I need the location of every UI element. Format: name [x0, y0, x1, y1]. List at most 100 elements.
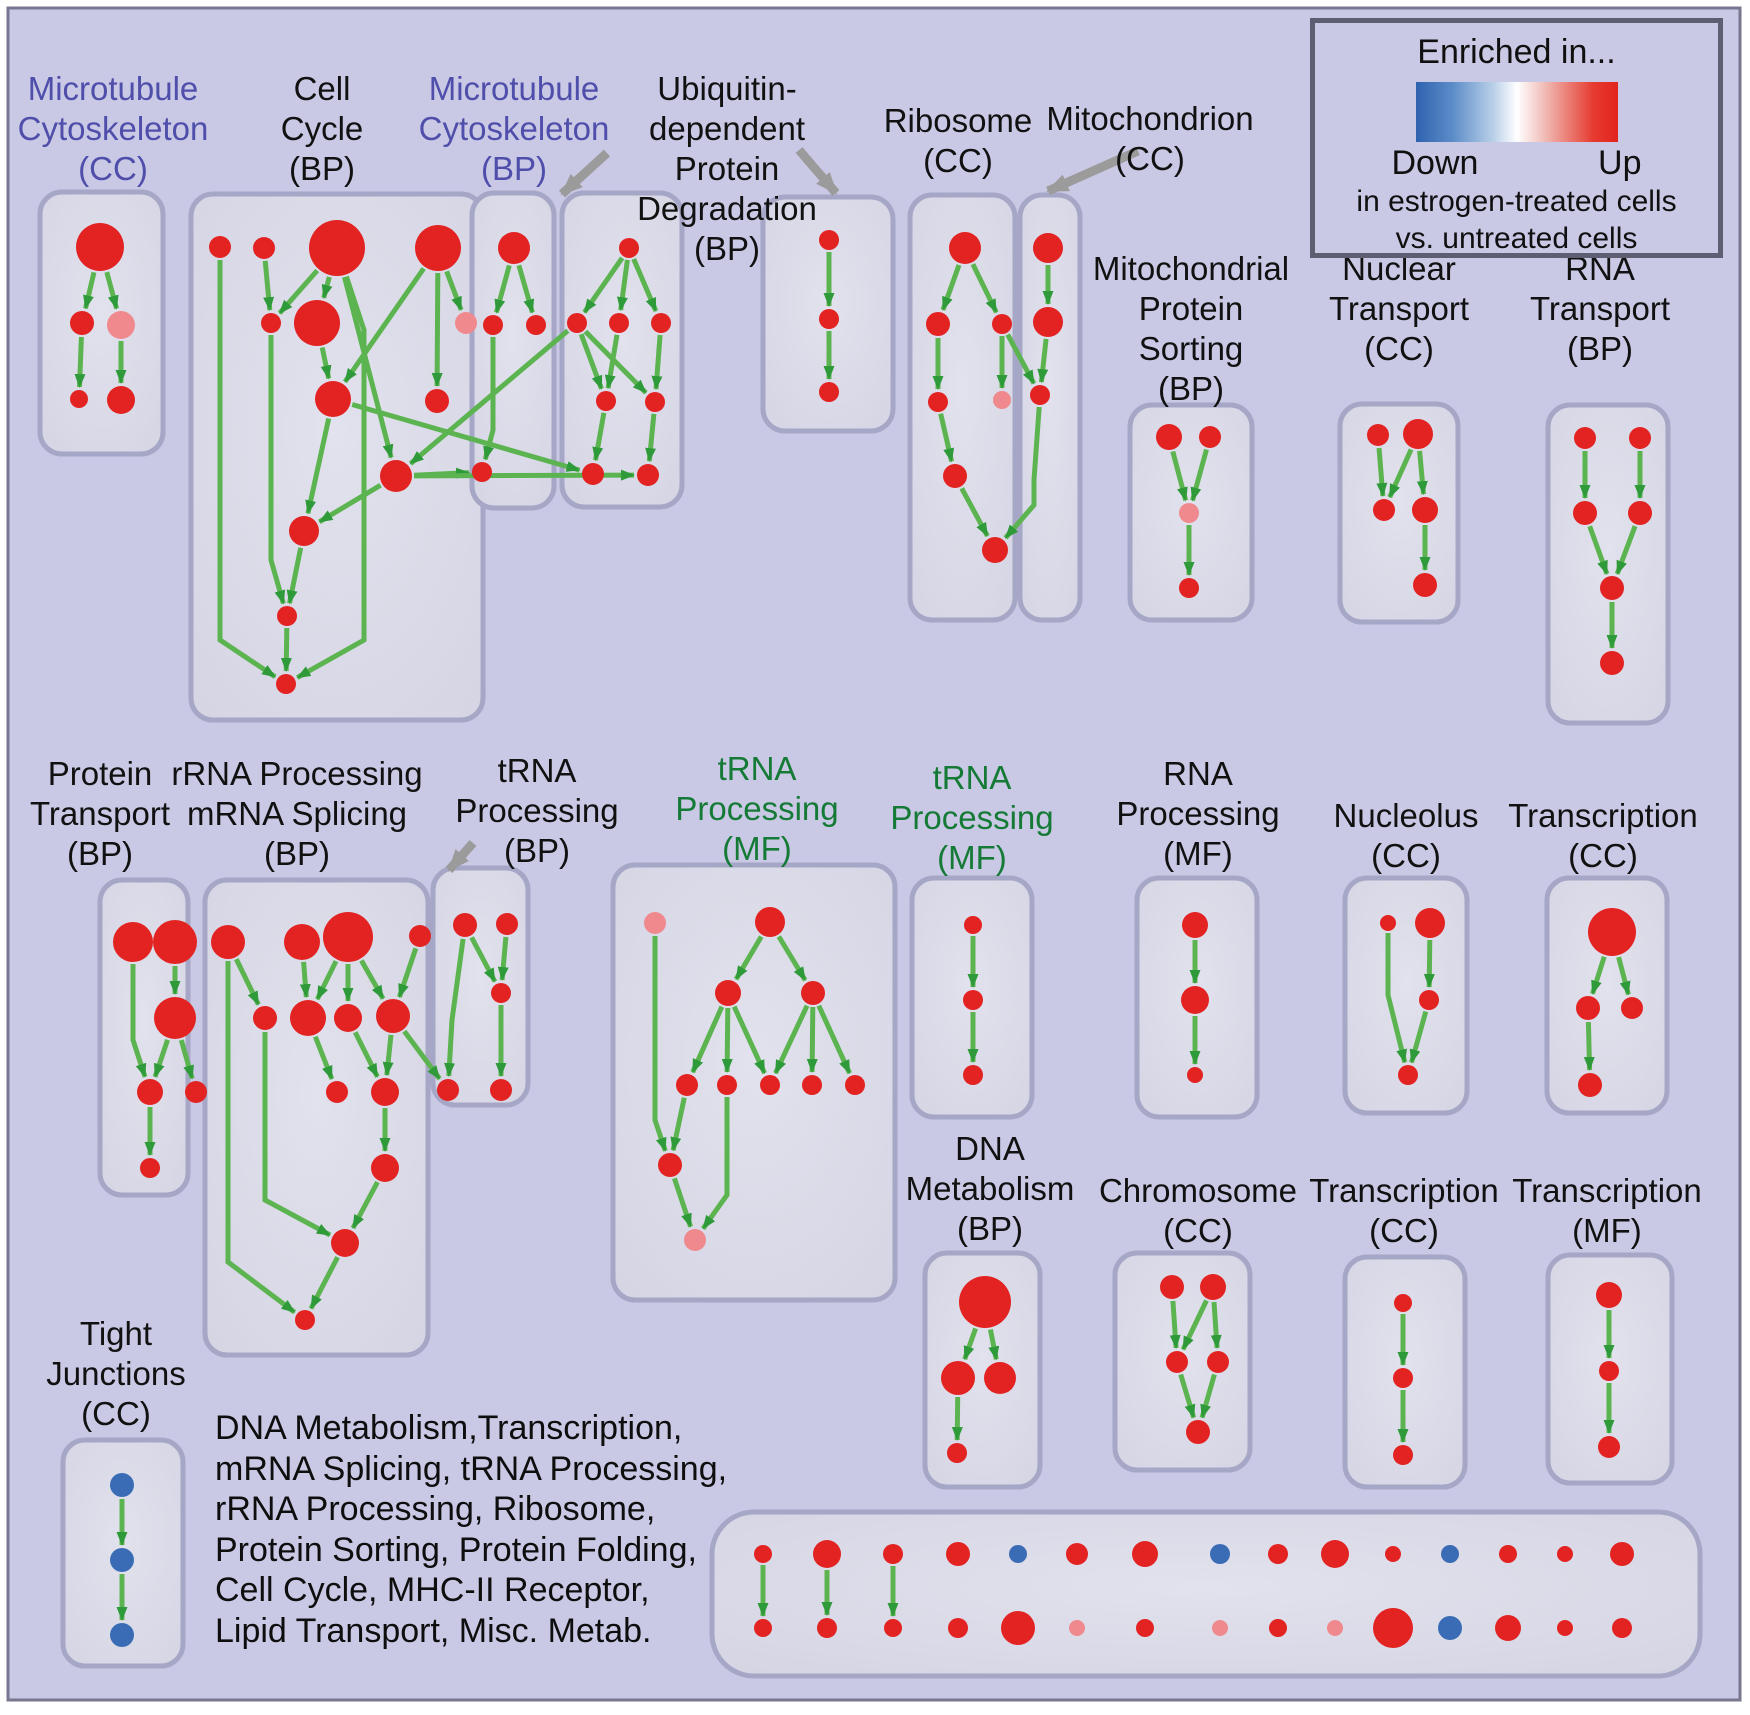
node-rna-transport-1 [1629, 427, 1651, 449]
cross-edge-1 [351, 402, 581, 473]
edge-ubiquitin-0 [582, 256, 625, 314]
edge-mt-bp-2 [482, 337, 496, 461]
node-chromosome-0 [1160, 1275, 1184, 1299]
node-misc-bottom-1 [817, 1618, 837, 1638]
cross-edge-4 [1005, 333, 1037, 385]
edge-chromosome-2 [1210, 1301, 1222, 1349]
edge-cell-cycle-10 [305, 417, 332, 515]
node-ribosome-5 [943, 464, 967, 488]
node-mt-cc-1 [70, 311, 94, 335]
node-nucleolus-2 [1419, 990, 1439, 1010]
node-ub-degradation-2-0 [819, 230, 839, 250]
node-trna-mf-large-7 [802, 1075, 822, 1095]
node-ribosome-2 [992, 314, 1012, 334]
annotation-block: DNA Metabolism,Transcription, mRNA Splic… [215, 1408, 727, 1651]
node-misc-bottom-14 [1612, 1618, 1632, 1638]
cluster-label-mt-bp: Microtubule Cytoskeleton (BP) [419, 70, 610, 187]
node-misc-top-6 [1132, 1541, 1158, 1567]
edge-trna-mf-large-8 [652, 936, 668, 1152]
node-ub-degradation-2-2 [819, 382, 839, 402]
layer-nodes [70, 220, 1652, 1648]
node-transcription-cc-2-2 [1393, 1445, 1413, 1465]
edge-cell-cycle-11 [318, 483, 382, 524]
node-ubiquitin-3 [651, 313, 671, 333]
edge-trna-mf-large-2 [690, 1005, 725, 1074]
node-rna-proc-mf-1 [1181, 986, 1209, 1014]
node-mito-sorting-2 [1179, 503, 1199, 523]
node-misc-bottom-13 [1557, 1620, 1573, 1636]
node-trna-bp-3 [437, 1079, 459, 1101]
annotation-line-1: DNA Metabolism,Transcription, [215, 1409, 683, 1447]
edge-mt-cc-2 [74, 336, 86, 388]
edge-rrna-mrna-6 [312, 1035, 335, 1080]
node-cell-cycle-6 [455, 312, 477, 334]
node-mt-cc-0 [76, 223, 124, 271]
edge-ubiquitin-1 [616, 259, 630, 312]
cluster-label-protein-transport: Protein Transport (BP) [30, 755, 170, 872]
node-misc-bottom-11 [1438, 1616, 1462, 1640]
node-ubiquitin-4 [596, 391, 616, 411]
node-misc-bottom-10 [1373, 1608, 1413, 1648]
node-misc-top-8 [1268, 1544, 1288, 1564]
annotation-line-6: Lipid Transport, Misc. Metab. [215, 1611, 652, 1650]
edge-ubiquitin-8 [583, 329, 648, 395]
legend-up-label: Up [1598, 144, 1642, 182]
cluster-box-transcription-cc-1 [1544, 875, 1670, 1116]
edge-cell-cycle-8 [342, 267, 426, 384]
edge-trna-mf-large-11 [701, 1097, 730, 1231]
cluster-label-tight-junctions: Tight Junctions (CC) [46, 1315, 185, 1432]
edge-cell-cycle-7 [431, 272, 443, 387]
edge-ubiquitin-3 [578, 333, 604, 390]
node-misc-bottom-0 [754, 1619, 772, 1637]
node-transcription-cc-1-0 [1588, 908, 1636, 956]
edge-trna-mf-large-5 [773, 1004, 810, 1075]
cross-edge-3 [408, 328, 570, 466]
cluster-label-mito-sorting: Mitochondrial Protein Sorting (BP) [1093, 250, 1289, 407]
node-transcription-mf-2 [1598, 1436, 1620, 1458]
node-rna-transport-5 [1600, 651, 1624, 675]
edge-protein-transport-1 [152, 1038, 170, 1078]
node-misc-bottom-6 [1136, 1619, 1154, 1637]
layer-edges [74, 146, 1646, 1621]
edge-ubiquitin-5 [651, 334, 663, 390]
node-nuclear-transport-3 [1412, 497, 1438, 523]
edge-rrna-mrna-5 [397, 947, 419, 999]
node-dna-metabolism-3 [947, 1443, 967, 1463]
node-misc-bottom-2 [884, 1619, 902, 1637]
edge-rrna-mrna-4 [359, 959, 386, 1000]
edge-rna-transport-2 [1587, 525, 1610, 575]
legend-down-label: Down [1391, 144, 1479, 182]
node-rrna-mrna-4 [253, 1006, 277, 1030]
node-cell-cycle-0 [209, 236, 231, 258]
edge-cell-cycle-4 [217, 260, 277, 679]
node-misc-bottom-4 [1001, 1611, 1035, 1645]
node-trna-mf-small-0 [964, 916, 982, 934]
edge-ribosome-1 [970, 263, 999, 314]
node-rrna-mrna-8 [326, 1081, 348, 1103]
node-mito-sorting-0 [1156, 424, 1182, 450]
node-rna-proc-mf-0 [1182, 912, 1208, 938]
edge-rrna-mrna-2 [315, 960, 339, 1001]
edge-rrna-mrna-11 [262, 1032, 332, 1238]
edge-trna-mf-large-1 [776, 935, 808, 982]
edge-transcription-cc-1-2 [1583, 1021, 1595, 1071]
node-protein-transport-3 [137, 1079, 163, 1105]
edge-cell-cycle-13 [280, 627, 292, 672]
edge-mt-bp-0 [493, 264, 512, 314]
node-mito-sorting-1 [1199, 426, 1221, 448]
cluster-label-trna-mf-small: tRNA Processing (MF) [890, 759, 1053, 876]
edge-ribosome-5 [959, 487, 990, 538]
edge-ubiquitin-6 [592, 412, 607, 462]
callout-arrow-icon-2 [1046, 146, 1140, 196]
edge-protein-transport-2 [178, 1039, 195, 1080]
edge-rrna-mrna-1 [299, 961, 311, 999]
node-rna-proc-mf-2 [1187, 1067, 1203, 1083]
legend-box: Enriched in... Down Up in estrogen-treat… [1310, 18, 1723, 258]
node-transcription-cc-1-1 [1576, 996, 1600, 1020]
node-trna-mf-large-6 [760, 1075, 780, 1095]
cluster-box-ubiquitin [559, 190, 685, 510]
edge-rna-transport-3 [1614, 525, 1638, 575]
edge-ribosome-0 [940, 264, 962, 311]
node-misc-bottom-3 [948, 1618, 968, 1638]
node-mt-bp-3 [472, 462, 492, 482]
